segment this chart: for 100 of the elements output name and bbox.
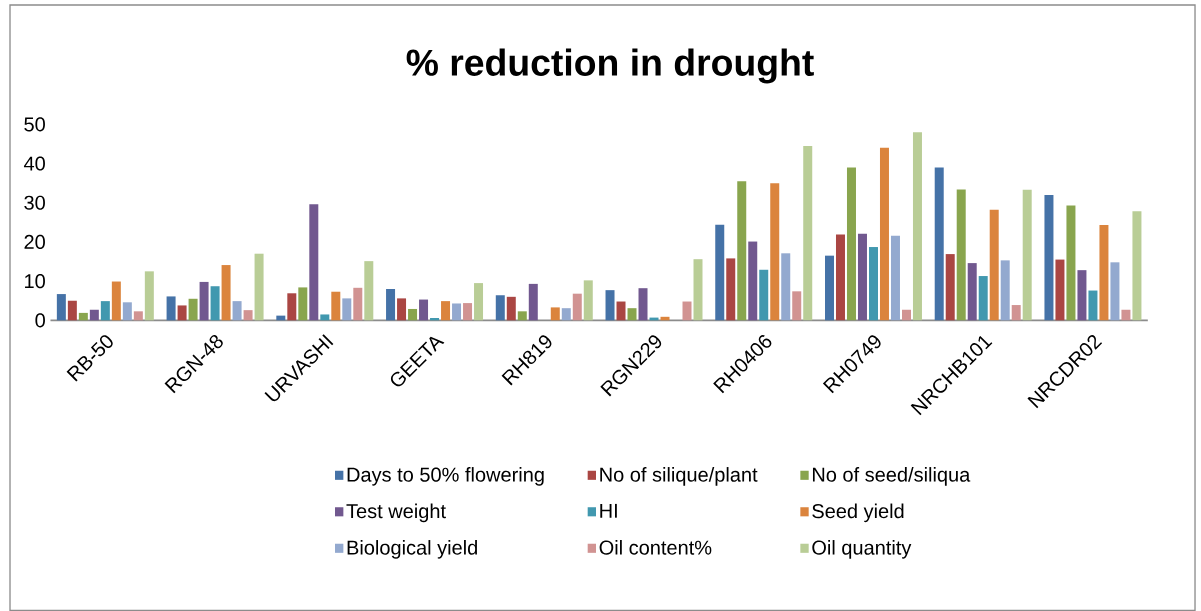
bar	[254, 253, 264, 321]
bar	[638, 288, 648, 321]
chart-title: % reduction in drought	[406, 48, 814, 84]
bar	[232, 301, 242, 321]
legend-label: No of seed/siliqua	[812, 467, 971, 486]
bar	[441, 301, 451, 321]
bar	[463, 303, 473, 321]
bar	[1000, 260, 1010, 321]
bar	[1121, 309, 1131, 321]
bar	[835, 234, 845, 321]
bar	[221, 265, 231, 321]
y-tick-label: 30	[24, 195, 45, 210]
bar	[912, 132, 922, 321]
y-tick-label: 10	[25, 274, 45, 289]
bar	[572, 293, 582, 321]
bar	[846, 167, 856, 321]
bar	[133, 311, 143, 321]
bar	[748, 241, 758, 321]
y-tick-label: 0	[35, 313, 45, 328]
legend-label: HI	[600, 503, 617, 518]
bar	[89, 309, 99, 321]
bar	[583, 280, 593, 321]
y-tick-label: 40	[23, 156, 45, 171]
bar	[517, 311, 527, 321]
bar	[243, 310, 253, 321]
bar	[967, 263, 977, 321]
legend-label: Oil quantity	[812, 540, 912, 559]
bar	[890, 235, 900, 321]
bar	[474, 283, 484, 321]
bar	[122, 302, 132, 321]
bar	[561, 308, 571, 321]
bar	[759, 269, 769, 321]
bar	[67, 300, 77, 321]
bar	[309, 204, 319, 321]
bar	[737, 181, 747, 321]
bar	[166, 296, 176, 321]
bar	[528, 283, 538, 321]
bar	[452, 303, 462, 321]
legend-label: Seed yield	[812, 503, 904, 523]
bar	[792, 291, 802, 321]
bar	[868, 247, 878, 321]
bar	[419, 299, 429, 321]
bar	[1011, 305, 1021, 321]
bar	[199, 281, 209, 321]
bar	[287, 293, 297, 321]
bar	[495, 295, 505, 321]
legend-label: Test weight	[346, 503, 446, 523]
y-tick-label: 20	[24, 234, 45, 250]
bar	[298, 287, 308, 321]
bar	[901, 309, 911, 321]
bar	[1066, 205, 1076, 321]
bar	[978, 276, 988, 321]
bar	[1110, 262, 1120, 321]
legend-label: Oil content%	[599, 540, 712, 555]
bar	[770, 183, 780, 321]
bar	[605, 290, 615, 321]
bar	[56, 294, 66, 321]
bar	[210, 286, 220, 321]
bar	[627, 308, 637, 321]
legend-label: Days to 50% flowering	[347, 467, 544, 486]
bar	[353, 287, 363, 321]
bar	[320, 314, 330, 321]
bar	[934, 167, 944, 321]
bar	[1099, 225, 1109, 321]
bar	[693, 259, 703, 321]
bar	[408, 308, 418, 321]
bar	[1044, 194, 1054, 321]
bar	[1055, 259, 1065, 321]
bar	[682, 301, 692, 321]
y-tick-label: 50	[24, 117, 45, 132]
legend-label: Biological yield	[347, 540, 477, 559]
bar	[188, 298, 198, 321]
bar	[824, 255, 834, 321]
bar	[111, 281, 121, 321]
bar	[1132, 211, 1142, 321]
bar	[506, 296, 516, 321]
bar	[781, 253, 791, 321]
bar	[1022, 189, 1032, 321]
bar	[857, 233, 867, 321]
bar	[803, 145, 813, 321]
bar	[144, 271, 154, 321]
bar	[715, 224, 725, 321]
bar	[879, 147, 889, 321]
bar	[397, 298, 407, 321]
bar	[331, 291, 341, 321]
bar	[1088, 290, 1098, 321]
bar	[726, 258, 736, 321]
bar	[956, 189, 966, 321]
bar	[945, 254, 955, 321]
bar	[616, 301, 626, 321]
bar	[177, 305, 187, 321]
bar	[550, 307, 560, 321]
bar	[78, 312, 88, 321]
bar	[100, 301, 110, 321]
bar	[989, 209, 999, 321]
bar	[342, 298, 352, 321]
legend-label: No of silique/plant	[600, 467, 758, 486]
bar	[386, 288, 396, 321]
bar	[364, 261, 374, 321]
bar	[1077, 270, 1087, 321]
